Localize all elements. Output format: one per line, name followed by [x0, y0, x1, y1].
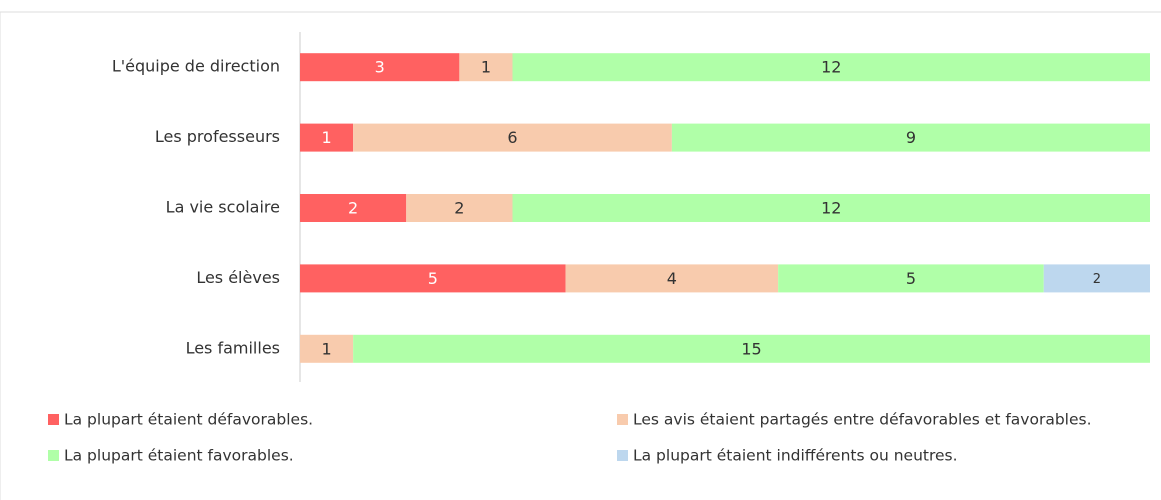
data-label: 2 [348, 199, 358, 218]
bar-segment [1043, 264, 1150, 293]
y-tick-label: L'équipe de direction [112, 57, 280, 76]
legend-label: Les avis étaient partagés entre défavora… [633, 411, 1092, 429]
legend-swatch [48, 414, 59, 425]
data-label: 1 [481, 58, 491, 77]
data-label: 3 [375, 58, 385, 77]
bar-segment [512, 53, 1150, 82]
bar-segment [300, 264, 566, 293]
bar-segment [671, 123, 1150, 152]
y-tick-label: Les familles [186, 338, 280, 357]
bar-segment [300, 194, 407, 222]
data-label: 1 [321, 339, 331, 358]
data-label: 5 [906, 269, 916, 288]
data-label: 15 [741, 339, 761, 358]
data-label: 6 [507, 128, 517, 147]
bar-segment [406, 194, 513, 222]
bar-segment [300, 123, 354, 152]
y-tick-label: Les professeurs [155, 127, 280, 146]
bar-segment [300, 53, 460, 82]
data-label: 12 [821, 199, 841, 218]
legend-swatch [617, 450, 628, 461]
legend-swatch [617, 414, 628, 425]
data-label: 2 [454, 199, 464, 218]
data-label: 9 [906, 128, 916, 147]
legend-swatch [48, 450, 59, 461]
bar-segment [459, 53, 513, 82]
data-label: 1 [321, 128, 331, 147]
bar-segment [778, 264, 1044, 293]
legend-label: La plupart étaient défavorables. [64, 411, 313, 429]
data-label: 12 [821, 58, 841, 77]
data-label: 5 [428, 269, 438, 288]
data-label: 4 [667, 269, 677, 288]
legend-label: La plupart étaient favorables. [64, 447, 294, 465]
bar-segment [353, 123, 672, 152]
bar-segment [300, 334, 354, 363]
legend-label: La plupart étaient indifférents ou neutr… [633, 447, 958, 465]
y-tick-label: Les élèves [196, 268, 280, 287]
bar-segment [565, 264, 779, 293]
bar-segment [353, 334, 1150, 363]
bar-segment [512, 194, 1150, 222]
data-label: 2 [1093, 272, 1101, 287]
y-tick-label: La vie scolaire [166, 198, 280, 217]
